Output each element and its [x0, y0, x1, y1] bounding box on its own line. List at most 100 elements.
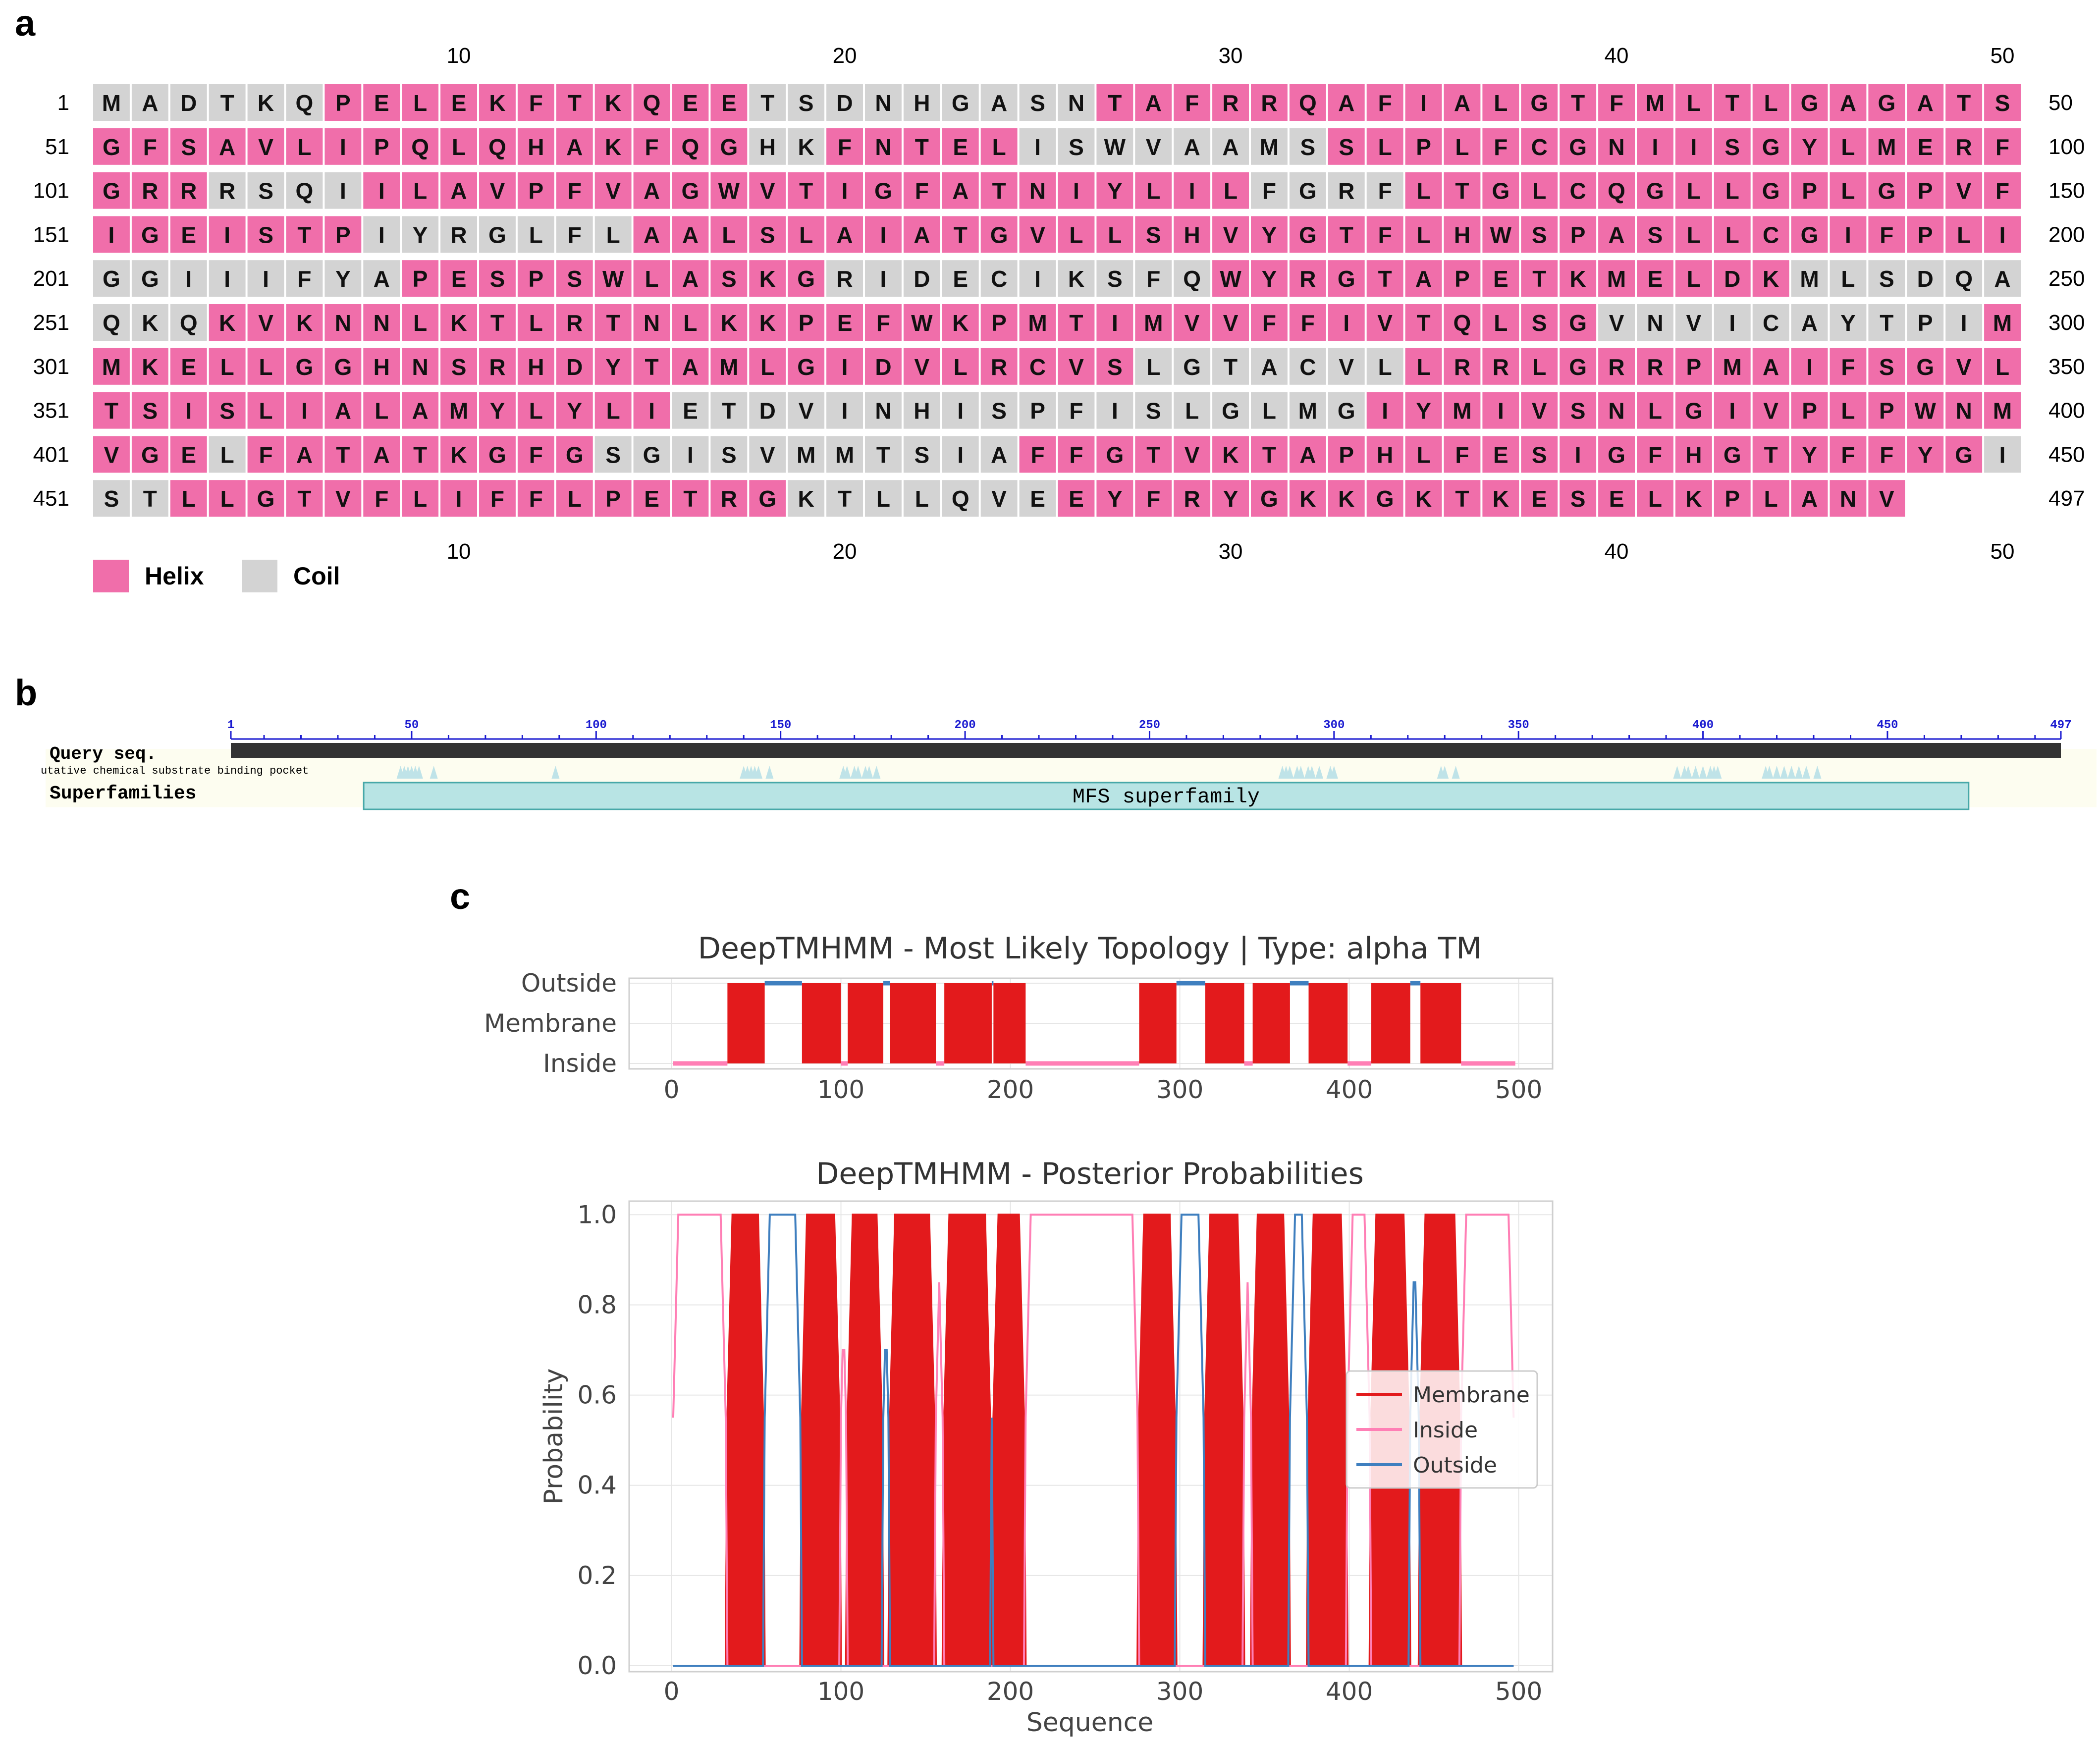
residue-cell [1945, 436, 1983, 473]
residue-letter: R [142, 178, 158, 204]
residue-cell [517, 304, 554, 341]
residue-letter: G [1569, 354, 1587, 380]
residue-letter: S [1107, 354, 1123, 380]
residue-letter: V [1956, 178, 1972, 204]
residue-cell [1444, 392, 1481, 429]
residue-letter: K [605, 134, 621, 160]
residue-cell [209, 84, 246, 121]
residue-letter: S [1570, 486, 1586, 512]
residue-letter: I [263, 266, 269, 292]
residue-letter: E [837, 310, 853, 336]
residue-cell [1637, 436, 1673, 473]
residue-cell [633, 172, 670, 209]
residue-letter: G [797, 354, 815, 380]
residue-cell [1405, 128, 1442, 165]
residue-cell [672, 260, 709, 297]
residue-letter: L [1146, 178, 1160, 204]
residue-cell [1675, 436, 1712, 473]
residue-cell [1984, 436, 2021, 473]
residue-cell [324, 172, 362, 209]
residue-cell [1444, 304, 1481, 341]
residue-cell [286, 216, 323, 253]
residue-cell [556, 172, 593, 209]
residue-letter: I [185, 398, 192, 424]
residue-letter: H [914, 398, 930, 424]
mfs-superfamily-label: MFS superfamily [1073, 785, 1260, 809]
residue-cell [1521, 480, 1558, 517]
row-start-label: 101 [33, 179, 69, 203]
residue-letter: V [1532, 398, 1547, 424]
residue-letter: T [645, 354, 658, 380]
residue-letter: S [490, 266, 505, 292]
residue-cell [1366, 304, 1403, 341]
residue-cell [324, 480, 362, 517]
residue-cell [440, 392, 477, 429]
residue-cell [1984, 216, 2021, 253]
residue-cell [1521, 216, 1558, 253]
residue-cell [826, 216, 863, 253]
residue-letter: N [875, 90, 891, 116]
residue-letter: G [1183, 354, 1201, 380]
residue-letter: L [259, 398, 272, 424]
residue-cell [1482, 392, 1519, 429]
residue-letter: S [1069, 134, 1084, 160]
residue-cell [93, 304, 130, 341]
residue-letter: L [876, 486, 890, 512]
residue-cell [1752, 436, 1789, 473]
residue-cell [440, 480, 477, 517]
residue-cell [594, 392, 632, 429]
residue-letter: S [1339, 134, 1354, 160]
residue-letter: L [1262, 398, 1276, 424]
residue-letter: W [911, 310, 933, 336]
residue-letter: T [1455, 178, 1469, 204]
residue-letter: F [1146, 486, 1160, 512]
residue-letter: F [1378, 222, 1392, 248]
residue-cell [1675, 392, 1712, 429]
residue-letter: G [1762, 134, 1780, 160]
residue-cell [1868, 84, 1905, 121]
residue-letter: Y [1262, 266, 1277, 292]
residue-cell [556, 128, 593, 165]
residue-letter: Y [1918, 442, 1933, 468]
residue-cell [710, 436, 748, 473]
residue-cell [556, 348, 593, 385]
residue-cell [517, 216, 554, 253]
residue-letter: A [914, 222, 930, 248]
residue-cell [1328, 260, 1365, 297]
mfs-superfamily-domain [363, 782, 1970, 810]
panel-label-c: c [450, 876, 470, 917]
residue-letter: L [1455, 134, 1469, 160]
residue-letter: A [296, 442, 313, 468]
residue-letter: F [375, 486, 388, 512]
residue-letter: G [334, 354, 352, 380]
residue-cell [942, 480, 979, 517]
residue-cell [1560, 348, 1597, 385]
pocket-residue-mark [430, 766, 438, 779]
residue-cell [1482, 216, 1519, 253]
residue-cell [556, 480, 593, 517]
residue-letter: E [1493, 266, 1508, 292]
residue-letter: A [566, 134, 583, 160]
residue-cell [710, 128, 748, 165]
residue-letter: L [375, 398, 388, 424]
residue-cell [556, 84, 593, 121]
residue-letter: A [1184, 134, 1200, 160]
residue-letter: F [1648, 442, 1662, 468]
residue-cell [1598, 392, 1635, 429]
row-start-label: 151 [33, 222, 69, 247]
residue-cell [1907, 304, 1944, 341]
residue-cell [1560, 172, 1597, 209]
residue-cell [633, 260, 670, 297]
residue-letter: Y [413, 222, 428, 248]
residue-letter: I [957, 398, 964, 424]
residue-cell [1289, 348, 1326, 385]
residue-letter: F [1262, 178, 1276, 204]
residue-letter: V [1377, 310, 1393, 336]
residue-cell [1444, 348, 1481, 385]
residue-cell [1444, 216, 1481, 253]
residue-cell [1212, 172, 1249, 209]
residue-letter: I [957, 442, 964, 468]
residue-cell [1714, 480, 1751, 517]
residue-letter: V [1763, 398, 1778, 424]
residue-cell [209, 304, 246, 341]
